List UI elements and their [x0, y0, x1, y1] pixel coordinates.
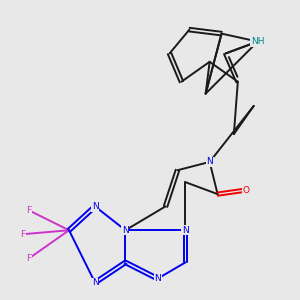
Text: N: N: [206, 158, 213, 166]
Text: N: N: [92, 278, 98, 287]
Text: F: F: [26, 206, 32, 215]
Text: N: N: [182, 226, 189, 235]
Text: O: O: [242, 186, 249, 195]
Text: N: N: [154, 274, 161, 283]
Text: F: F: [26, 254, 32, 263]
Text: F: F: [20, 230, 25, 239]
Text: N: N: [122, 226, 129, 235]
Text: NH: NH: [251, 37, 265, 46]
Text: N: N: [92, 202, 98, 211]
